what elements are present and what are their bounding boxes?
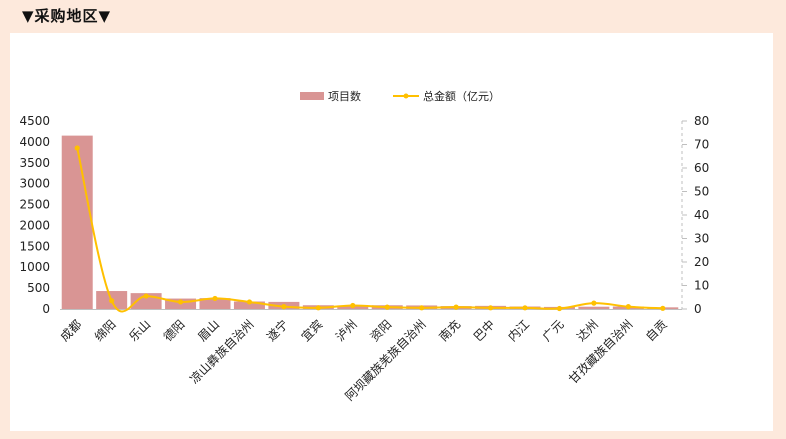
left-tick-label: 4500 (19, 114, 50, 128)
left-tick-label: 3500 (19, 156, 50, 170)
legend-label-bar: 项目数 (328, 90, 361, 103)
line-point (660, 305, 666, 311)
line-path (76, 147, 663, 313)
chart-legend: 项目数 总金额（亿元） (300, 89, 500, 103)
x-tick-label: 成都 (57, 317, 84, 344)
x-tick-label: 宜宾 (298, 317, 326, 345)
right-tick-label: 80 (694, 114, 709, 128)
right-axis: 0 10 20 30 40 50 60 70 80 (681, 114, 709, 316)
right-tick-label: 50 (694, 185, 709, 199)
left-axis: 0 500 1000 1500 2000 2500 3000 3500 4000 4500 (19, 114, 50, 316)
line-point (625, 304, 631, 310)
x-tick-label: 绵阳 (92, 317, 119, 344)
left-tick-label: 2000 (19, 218, 50, 232)
line-point (246, 299, 253, 305)
line-point (74, 145, 80, 151)
bar (61, 135, 93, 309)
x-tick-label: 德阳 (160, 317, 188, 345)
x-tick-label: 资阳 (367, 317, 394, 344)
bar (233, 301, 265, 309)
bar (578, 306, 610, 309)
left-tick-label: 1000 (19, 260, 50, 274)
x-tick-label: 自贡 (643, 317, 670, 344)
x-tick-label: 广元 (540, 317, 567, 344)
line-series (74, 145, 666, 313)
legend-label-line: 总金额（亿元） (423, 89, 500, 103)
x-tick-label: 南充 (436, 317, 464, 345)
line-point (591, 300, 597, 306)
x-tick-label: 遂宁 (263, 317, 291, 345)
x-tick-label: 内江 (505, 317, 532, 344)
x-tick-label: 眉山 (195, 317, 222, 344)
left-tick-label: 4000 (19, 135, 50, 149)
line-point (212, 295, 218, 302)
line-point (281, 304, 287, 310)
line-point (315, 305, 321, 311)
line-point (487, 305, 494, 311)
line-point (453, 304, 459, 310)
left-tick-label: 0 (42, 302, 50, 316)
x-tick-label: 乐山 (126, 317, 153, 344)
x-tick-label: 达州 (574, 317, 601, 344)
line-point (384, 304, 390, 310)
chart: 项目数 总金额（亿元） 05001000150020002500300035004… (19, 89, 709, 404)
left-tick-label: 2500 (19, 198, 50, 212)
line-point (522, 305, 528, 311)
line-point (556, 305, 563, 312)
right-tick-label: 0 (694, 302, 702, 316)
right-tick-label: 40 (694, 208, 709, 222)
right-tick-label: 30 (694, 232, 709, 246)
right-tick-label: 20 (694, 255, 709, 269)
x-tick-label: 泸州 (333, 317, 360, 344)
legend-swatch-marker (403, 93, 409, 99)
bar-series (60, 135, 682, 310)
left-tick-label: 3000 (19, 177, 50, 191)
line-point (419, 305, 425, 311)
line-point (350, 302, 356, 309)
left-tick-label: 1500 (19, 239, 50, 253)
line-point (177, 299, 184, 305)
left-tick-label: 500 (27, 281, 50, 295)
right-tick-label: 10 (694, 279, 709, 293)
right-tick-label: 60 (694, 161, 709, 175)
section-header: ▼采购地区▼ (0, 0, 786, 30)
line-point (109, 298, 115, 304)
chart-panel: 项目数 总金额（亿元） 0 500 1000 1500 2000 2500 3000 3500 4… (10, 33, 773, 431)
line-point (143, 293, 149, 299)
x-tick-label: 巴中 (470, 317, 498, 345)
x-tick-label: 甘孜藏族自治州 (566, 317, 635, 386)
legend-swatch-bar (300, 92, 324, 100)
right-tick-label: 70 (694, 138, 709, 152)
bar (199, 298, 231, 309)
section-title: ▼采购地区▼ (22, 6, 112, 25)
